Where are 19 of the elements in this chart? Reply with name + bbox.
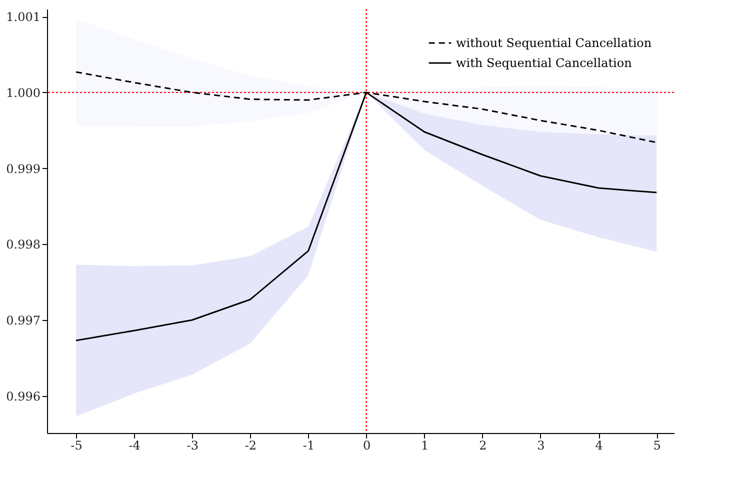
x-tick-label: 2 — [479, 438, 487, 452]
x-tick-label: -5 — [70, 438, 82, 452]
x-tick-label: 4 — [595, 438, 604, 452]
x-tick-label: -4 — [128, 438, 141, 452]
x-tick-label: -3 — [186, 438, 198, 452]
y-tick-label: 0.998 — [6, 238, 40, 252]
x-tick-label: 1 — [421, 438, 429, 452]
y-tick-label: 0.999 — [6, 162, 40, 176]
x-tick-label: -1 — [302, 438, 315, 452]
x-tick-label: -2 — [244, 438, 257, 452]
y-tick-label: 1.001 — [6, 10, 40, 24]
legend-label: without Sequential Cancellation — [456, 36, 652, 50]
x-tick-label: 3 — [537, 438, 545, 452]
x-tick-label: 5 — [653, 438, 661, 452]
y-tick-label: 0.997 — [6, 313, 40, 328]
y-tick-label: 0.996 — [6, 389, 40, 404]
legend-label: with Sequential Cancellation — [456, 56, 632, 70]
y-tick-label: 1.000 — [6, 86, 40, 100]
x-tick-label: 0 — [362, 438, 371, 452]
